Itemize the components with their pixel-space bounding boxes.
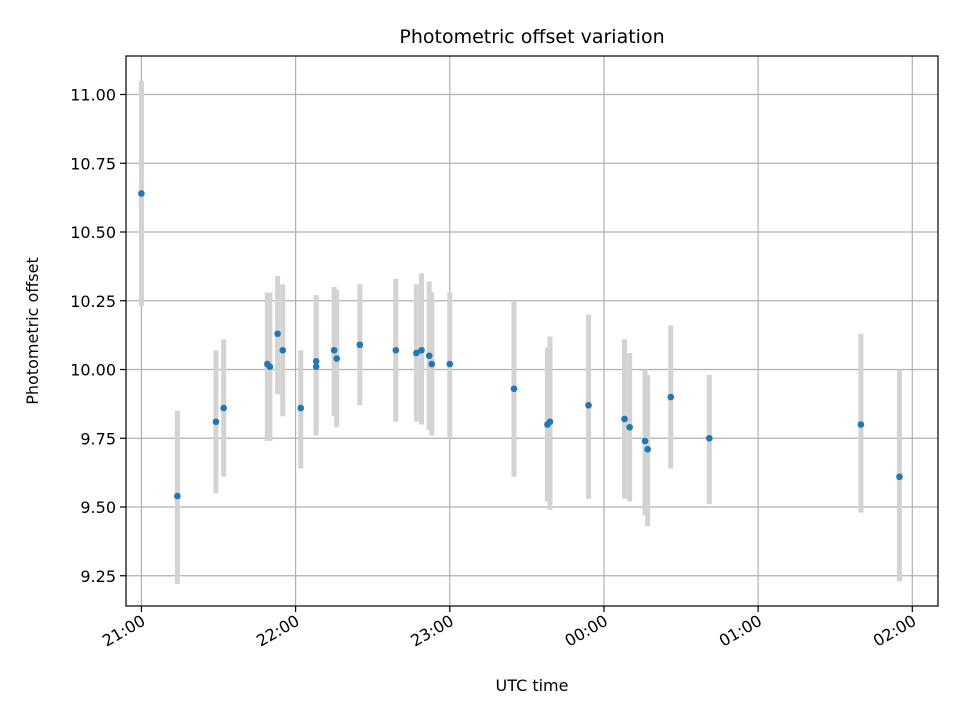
data-point xyxy=(425,352,433,360)
y-tick-label: 9.75 xyxy=(80,429,116,448)
x-axis-label: UTC time xyxy=(496,676,569,695)
data-point xyxy=(418,346,425,354)
data-point xyxy=(546,418,554,426)
data-point xyxy=(330,346,338,354)
data-point xyxy=(392,346,400,354)
data-point xyxy=(297,404,305,412)
data-point xyxy=(312,357,320,365)
data-point xyxy=(274,330,281,338)
data-point xyxy=(279,346,287,354)
data-point xyxy=(138,190,145,197)
y-tick-label: 9.50 xyxy=(80,498,116,517)
y-tick-label: 11.00 xyxy=(70,86,116,105)
data-point xyxy=(356,341,364,349)
data-point xyxy=(706,434,713,442)
data-point xyxy=(641,437,649,445)
y-tick-label: 9.25 xyxy=(80,567,116,586)
data-points xyxy=(138,190,903,500)
data-point xyxy=(266,363,274,371)
data-point xyxy=(896,473,903,481)
data-point xyxy=(626,423,633,431)
data-point xyxy=(446,360,454,368)
data-point xyxy=(667,393,675,401)
data-point xyxy=(644,445,651,453)
y-tick-label: 10.50 xyxy=(70,223,116,242)
y-axis-label: Photometric offset xyxy=(23,257,42,405)
data-point xyxy=(174,492,181,500)
grid xyxy=(126,56,938,606)
data-point xyxy=(621,415,628,423)
y-tick-label: 10.75 xyxy=(70,154,116,173)
data-point xyxy=(220,404,227,412)
data-point xyxy=(428,360,436,368)
data-point xyxy=(333,355,341,362)
y-tick-label: 10.00 xyxy=(70,361,116,380)
data-point xyxy=(510,385,518,393)
data-point xyxy=(312,363,320,371)
y-tick-label: 10.25 xyxy=(70,292,116,311)
chart-title: Photometric offset variation xyxy=(399,26,664,48)
plot-frame xyxy=(125,55,939,607)
y-axis-ticks: 9.25 9.50 9.75 10.00 10.25 10.50 10.75 11.00 xyxy=(70,86,126,586)
data-point xyxy=(585,401,592,409)
data-point xyxy=(212,418,220,426)
data-point xyxy=(857,421,865,428)
data-point xyxy=(413,349,420,357)
